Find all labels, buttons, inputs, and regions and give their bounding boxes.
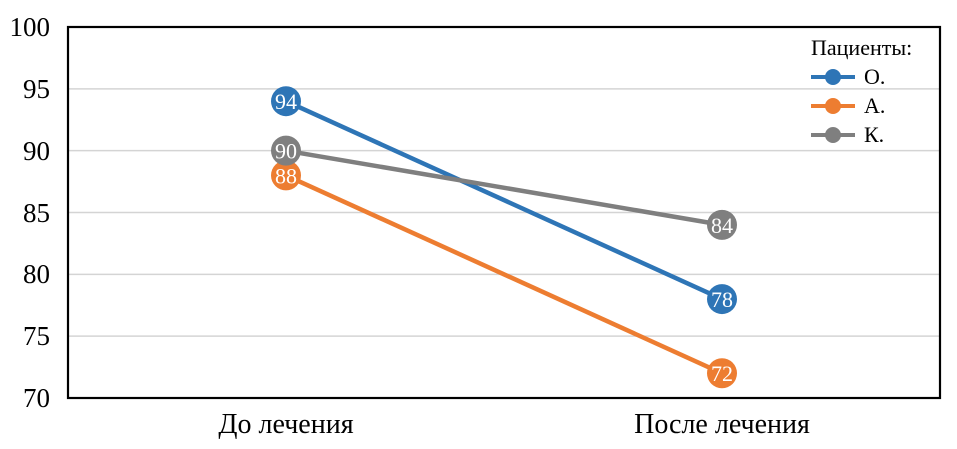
- data-label: 84: [711, 213, 733, 238]
- x-category-label: До лечения: [218, 409, 354, 440]
- series-line-К.: [285, 148, 723, 228]
- legend-line-marker-icon: [811, 126, 855, 143]
- legend-title: Пациенты:: [811, 35, 913, 60]
- plot-border: [66, 25, 942, 400]
- legend-item-label: О.: [864, 63, 886, 89]
- data-point-marker: [707, 284, 737, 315]
- legend-item-k: К.: [811, 120, 912, 149]
- legend-line-marker-icon: [811, 68, 855, 85]
- y-tick-label: 70: [23, 383, 50, 413]
- data-label: 78: [711, 287, 733, 312]
- legend-item-label: А.: [864, 92, 886, 118]
- data-point-marker: [271, 135, 301, 166]
- legend: Пациенты: О. А. К.: [811, 34, 912, 149]
- data-point-marker: [707, 209, 737, 240]
- series-line-А.: [285, 173, 723, 376]
- x-category-label: После лечения: [634, 409, 810, 440]
- y-axis: 100 95 90 85 80 75 70: [0, 0, 60, 449]
- data-label: 94: [275, 89, 297, 114]
- y-tick-label: 90: [23, 135, 50, 166]
- legend-item-a: А.: [811, 91, 912, 120]
- data-point-marker: [271, 86, 301, 117]
- y-tick-label: 85: [23, 197, 50, 228]
- legend-line-marker-icon: [811, 97, 855, 114]
- data-point-marker: [271, 160, 301, 191]
- data-label: 72: [711, 361, 733, 386]
- data-point-marker: [707, 358, 737, 389]
- y-tick-label: 100: [9, 12, 51, 42]
- legend-item-label: К.: [864, 121, 885, 147]
- y-tick-label: 95: [23, 73, 50, 104]
- y-tick-label: 80: [23, 259, 50, 290]
- data-label: 88: [275, 163, 297, 188]
- y-tick-label: 75: [23, 321, 50, 352]
- series-line-О.: [285, 99, 723, 302]
- data-label: 90: [275, 139, 297, 164]
- legend-item-o: О.: [811, 62, 912, 91]
- x-axis: До лечения После лечения: [0, 404, 957, 449]
